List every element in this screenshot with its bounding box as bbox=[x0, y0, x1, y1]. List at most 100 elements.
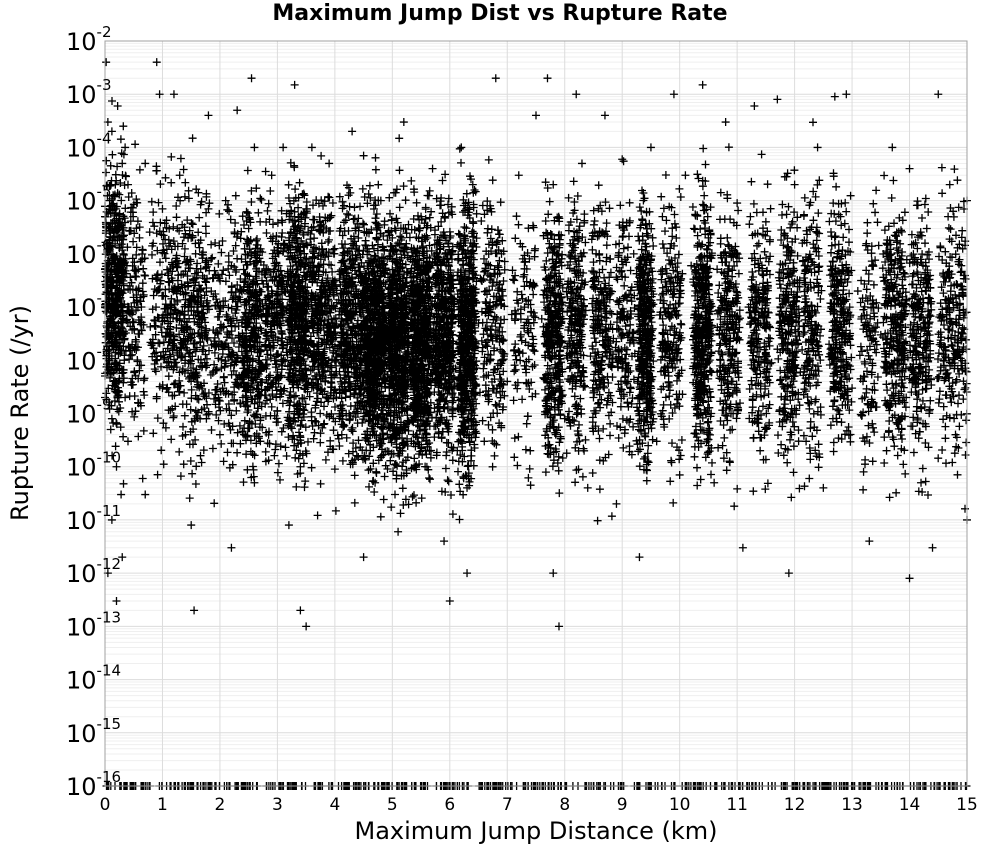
scatter-point bbox=[267, 171, 276, 180]
scatter-point bbox=[698, 80, 707, 89]
scatter-point bbox=[135, 361, 144, 370]
x-tick-label: 15 bbox=[956, 795, 978, 815]
scatter-point bbox=[664, 340, 673, 349]
x-tick-label: 3 bbox=[272, 795, 283, 815]
scatter-point bbox=[371, 478, 380, 487]
scatter-point bbox=[109, 255, 118, 264]
scatter-point bbox=[348, 127, 357, 136]
scatter-point bbox=[330, 465, 339, 474]
scatter-point bbox=[497, 249, 506, 258]
scatter-point bbox=[871, 208, 880, 217]
scatter-point bbox=[445, 233, 454, 242]
scatter-point bbox=[152, 287, 161, 296]
scatter-point bbox=[106, 224, 115, 233]
scatter-point bbox=[111, 180, 120, 189]
scatter-point bbox=[307, 143, 316, 152]
scatter-point bbox=[250, 478, 259, 487]
scatter-point bbox=[105, 356, 114, 365]
scatter-point bbox=[514, 171, 523, 180]
scatter-point bbox=[428, 164, 437, 173]
scatter-point bbox=[105, 196, 114, 205]
scatter-point bbox=[767, 358, 776, 367]
y-tick-label: 10-4 bbox=[66, 129, 112, 162]
scatter-point bbox=[899, 393, 908, 402]
x-tick-label: 11 bbox=[726, 795, 748, 815]
scatter-point bbox=[566, 277, 575, 286]
scatter-point bbox=[290, 80, 299, 89]
scatter-point bbox=[296, 462, 305, 471]
scatter-point bbox=[761, 217, 770, 226]
scatter-point bbox=[353, 409, 362, 418]
scatter-point bbox=[204, 111, 213, 120]
scatter-point bbox=[233, 106, 242, 115]
scatter-point bbox=[247, 74, 256, 83]
scatter-point bbox=[336, 224, 345, 233]
scatter-point bbox=[451, 364, 460, 373]
scatter-point bbox=[658, 212, 667, 221]
scatter-point bbox=[951, 430, 960, 439]
y-axis-label: Rupture Rate (/yr) bbox=[6, 305, 34, 521]
scatter-point bbox=[784, 569, 793, 578]
scatter-point bbox=[577, 159, 586, 168]
scatter-point bbox=[190, 606, 199, 615]
scatter-point bbox=[123, 437, 132, 446]
scatter-point bbox=[704, 233, 713, 242]
scatter-point bbox=[175, 171, 184, 180]
scatter-point bbox=[215, 430, 224, 439]
y-tick-label: 10-10 bbox=[66, 449, 121, 482]
scatter-point bbox=[123, 180, 132, 189]
scatter-point bbox=[342, 314, 351, 323]
scatter-point bbox=[554, 622, 563, 631]
y-tick-label: 10-14 bbox=[66, 662, 121, 695]
scatter-point bbox=[115, 364, 124, 373]
y-tick-label: 10-11 bbox=[66, 502, 121, 535]
scatter-point bbox=[158, 384, 167, 393]
x-tick-label: 2 bbox=[215, 795, 226, 815]
scatter-point bbox=[848, 384, 857, 393]
scatter-point bbox=[405, 305, 414, 314]
scatter-point bbox=[457, 143, 466, 152]
scatter-point bbox=[825, 340, 834, 349]
x-tick-label: 4 bbox=[329, 795, 340, 815]
scatter-point bbox=[411, 462, 420, 471]
scatter-point bbox=[652, 437, 661, 446]
scatter-point bbox=[119, 249, 128, 258]
scatter-point bbox=[135, 233, 144, 242]
scatter-point bbox=[115, 233, 124, 242]
scatter-point bbox=[382, 361, 391, 370]
scatter-point bbox=[589, 393, 598, 402]
scatter-point bbox=[503, 377, 512, 386]
scatter-point bbox=[646, 143, 655, 152]
scatter-point bbox=[600, 111, 609, 120]
scatter-point bbox=[122, 261, 131, 270]
scatter-point bbox=[302, 622, 311, 631]
scatter-point bbox=[445, 596, 454, 605]
scatter-point bbox=[911, 303, 920, 312]
scatter-point bbox=[922, 224, 931, 233]
x-tick-label: 10 bbox=[669, 795, 691, 815]
scatter-point bbox=[192, 303, 201, 312]
scatter-point bbox=[284, 233, 293, 242]
scatter-point bbox=[313, 384, 322, 393]
scatter-point bbox=[675, 470, 684, 479]
scatter-point bbox=[480, 437, 489, 446]
scatter-point bbox=[238, 393, 247, 402]
scatter-point bbox=[250, 143, 259, 152]
scatter-point bbox=[623, 377, 632, 386]
scatter-point bbox=[738, 543, 747, 552]
y-tick-label: 10-15 bbox=[66, 715, 121, 748]
scatter-point bbox=[790, 180, 799, 189]
scatter-point bbox=[543, 74, 552, 83]
scatter-point bbox=[859, 467, 868, 476]
scatter-point bbox=[394, 527, 403, 536]
scatter-point bbox=[836, 212, 845, 221]
scatter-point bbox=[417, 212, 426, 221]
scatter-point bbox=[876, 330, 885, 339]
scatter-point bbox=[583, 483, 592, 492]
x-tick-label: 13 bbox=[841, 795, 863, 815]
y-tick-label: 10-12 bbox=[66, 555, 121, 588]
scatter-point bbox=[376, 196, 385, 205]
y-tick-label: 10-16 bbox=[66, 768, 121, 801]
scatter-point bbox=[692, 409, 701, 418]
